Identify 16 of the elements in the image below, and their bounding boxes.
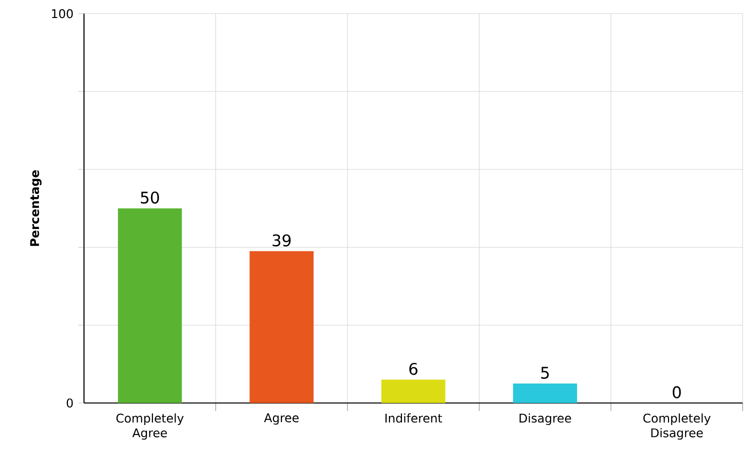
data-label: 6 (409, 362, 418, 375)
bar (513, 384, 578, 403)
bar (118, 208, 182, 403)
y-axis-title: Percentage (30, 170, 42, 246)
x-tick-label: Agree (264, 413, 299, 425)
y-tick-label: 100 (52, 9, 73, 18)
data-label: 5 (541, 366, 549, 379)
data-label: 50 (140, 192, 159, 204)
x-tick-label: Disagree (520, 413, 572, 426)
x-tick-label: Indiferent (385, 413, 442, 423)
bar (381, 380, 446, 403)
x-tick-label: Completely Agree (116, 413, 184, 440)
data-label: 39 (272, 234, 291, 246)
data-label: 0 (672, 386, 681, 398)
bar (250, 251, 314, 403)
x-tick-label: Completely Disagree (643, 413, 711, 440)
